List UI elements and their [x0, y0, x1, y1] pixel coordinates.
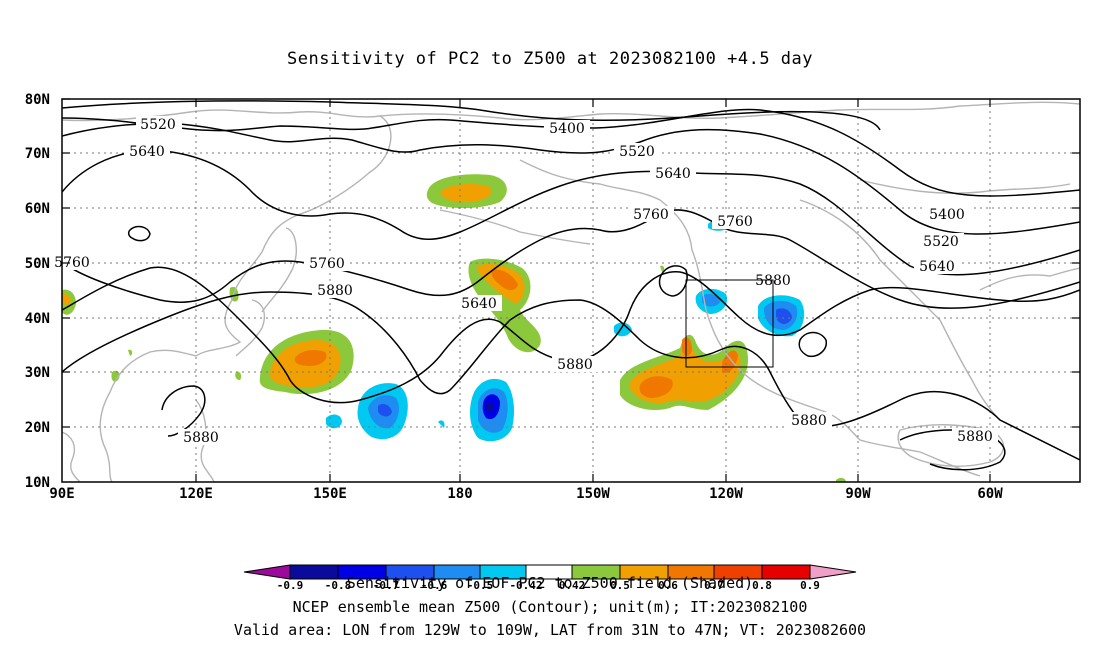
colorbar-tick: -0.42	[509, 579, 542, 592]
lat-label: 10N	[25, 475, 50, 491]
positive-region-west-pacific	[259, 329, 354, 395]
latitude-labels: 80N 70N 60N 50N 40N 30N 20N 10N	[25, 92, 50, 491]
lat-label: 60N	[25, 201, 50, 217]
se-asia-coast	[62, 431, 81, 482]
contour-5880-closed-c	[161, 385, 206, 437]
contour-5880-b	[62, 291, 1080, 461]
contour-5520	[62, 122, 1080, 235]
lon-label: 180	[447, 486, 472, 502]
colorbar-tick: 0.42	[559, 579, 586, 592]
contour-5880-closed-a	[658, 265, 688, 297]
colorbar-right-arrow	[809, 564, 857, 580]
footer-valid-area: Valid area: LON from 129W to 109W, LAT f…	[233, 621, 867, 639]
colorbar-tick-labels: -0.9 -0.8 -0.7 -0.6 -0.5 -0.42 0.42 0.5 …	[277, 579, 820, 592]
contour-5880-caribbean	[899, 429, 1006, 471]
contour-label: 5400	[549, 121, 585, 137]
lon-label: 90E	[49, 486, 74, 502]
map-title: Sensitivity of PC2 to Z500 at 2023082100…	[286, 49, 813, 69]
north-america-west-coast	[519, 159, 981, 477]
contour-label: 5640	[919, 259, 955, 275]
negative-region-west-pacific	[326, 383, 408, 440]
footer-shaded-description: Sensitivity of EOF PC2 to Z500 field (Sh…	[346, 574, 754, 592]
colorbar: -0.9 -0.8 -0.7 -0.6 -0.5 -0.42 0.42 0.5 …	[243, 564, 857, 592]
contour-5640	[62, 149, 1080, 276]
coastlines	[62, 101, 1080, 482]
negative-region-central-pacific	[470, 378, 514, 442]
contour-label: 5880	[791, 413, 827, 429]
lon-label: 120E	[179, 486, 213, 502]
valid-area-box	[685, 279, 774, 368]
colorbar-tick: 0.5	[610, 579, 630, 592]
axis-ticks	[62, 98, 1080, 482]
hudson-bay	[859, 179, 1071, 194]
positive-region-gulf-of-alaska	[468, 258, 541, 353]
colorbar-tick: -0.5	[467, 579, 494, 592]
z500-contours	[62, 100, 1080, 471]
contour-label: 5520	[140, 117, 176, 133]
newfoundland	[979, 267, 1080, 291]
colorbar-tick: 0.7	[704, 579, 724, 592]
contour-label: 5520	[619, 144, 655, 160]
japan-coast	[235, 299, 266, 357]
colorbar-tick: -0.9	[277, 579, 304, 592]
contour-5880-a	[62, 266, 1080, 404]
longitude-labels: 90E 120E 150E 180 150W 120W 90W 60W	[49, 486, 1003, 502]
contour-label: 5400	[929, 207, 965, 223]
contour-label: 5880	[317, 283, 353, 299]
lat-label: 30N	[25, 365, 50, 381]
contour-5760	[62, 209, 1080, 309]
kamchatka-sakhalin	[261, 227, 297, 313]
contour-label: 5760	[633, 207, 669, 223]
contour-label: 5520	[923, 234, 959, 250]
contour-label: 5880	[957, 429, 993, 445]
contour-label: 5640	[129, 144, 165, 160]
contour-label: 5640	[461, 296, 497, 312]
contour-label: 5760	[309, 256, 345, 272]
lon-label: 60W	[977, 486, 1003, 502]
plot-frame	[61, 98, 1081, 483]
aleutian-chain	[439, 209, 591, 245]
lat-label: 20N	[25, 420, 50, 436]
lat-label: 40N	[25, 311, 50, 327]
contour-labels: 5520 5640 5400 5520 5640 5760 5760 5760 …	[54, 116, 998, 446]
lat-label: 50N	[25, 256, 50, 272]
colorbar-tick: 0.6	[658, 579, 678, 592]
colorbar-tick: -0.7	[373, 579, 400, 592]
positive-region-aleutian	[426, 174, 507, 209]
arctic-coast	[379, 101, 1080, 121]
lat-label: 70N	[25, 146, 50, 162]
lon-label: 120W	[709, 486, 743, 502]
contour-label: 5880	[183, 430, 219, 446]
asia-coast	[62, 109, 392, 482]
colorbar-tick: 0.9	[800, 579, 820, 592]
north-america-interior	[799, 199, 1001, 421]
contour-closed-small	[127, 225, 151, 242]
contour-label: 5640	[655, 166, 691, 182]
lon-label: 150E	[313, 486, 347, 502]
contour-label: 5760	[54, 255, 90, 271]
lat-label: 80N	[25, 92, 50, 108]
colorbar-tick: -0.6	[421, 579, 448, 592]
lon-label: 150W	[576, 486, 610, 502]
contour-label: 5760	[717, 214, 753, 230]
footer-contour-description: NCEP ensemble mean Z500 (Contour); unit(…	[292, 598, 808, 616]
contour-label: 5880	[557, 357, 593, 373]
colorbar-tick: 0.8	[752, 579, 772, 592]
caribbean	[897, 424, 1005, 467]
lon-label: 90W	[845, 486, 871, 502]
colorbar-tick: -0.8	[325, 579, 352, 592]
contour-5880-closed-b	[798, 331, 827, 358]
